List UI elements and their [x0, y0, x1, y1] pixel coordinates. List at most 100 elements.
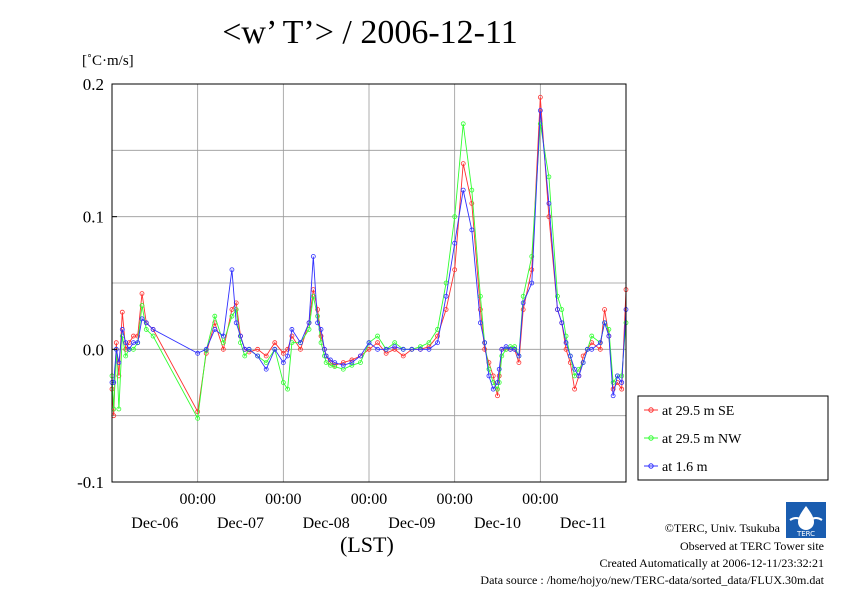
data-point [383, 346, 389, 352]
data-point [310, 293, 316, 299]
y-tick-label: 0.1 [83, 208, 104, 227]
data-point [139, 291, 145, 297]
data-point [555, 293, 560, 299]
date-label: Dec-09 [388, 515, 435, 532]
data-point [340, 362, 346, 368]
data-point [426, 346, 432, 352]
chart-title: <w’ T’> / 2006-12-11 [222, 14, 518, 51]
date-label: Dec-11 [560, 515, 607, 532]
data-point [546, 214, 552, 220]
data-point [486, 366, 492, 372]
legend-label: at 29.5 m SE [662, 404, 734, 419]
data-point [529, 254, 535, 259]
data-point [576, 373, 582, 379]
axis-labels: -0.10.00.10.200:00 00:00 00:00 00:00 00:00De… [77, 75, 606, 532]
data-point [263, 366, 269, 372]
data-point [520, 300, 526, 306]
data-point [349, 357, 355, 363]
plot-frame [111, 83, 627, 483]
data-point [220, 340, 226, 346]
data-point [298, 346, 303, 352]
series-line [112, 110, 627, 396]
legend-box [637, 395, 829, 481]
data-point [477, 307, 483, 312]
data-point [392, 344, 398, 350]
data-point [602, 320, 607, 326]
data-point [113, 340, 119, 346]
data-point [358, 353, 363, 359]
x-axis-label: (LST) [340, 532, 394, 557]
data-point [116, 360, 122, 366]
data-point [495, 380, 500, 385]
data-point [323, 353, 329, 359]
y-axis-unit-label: [˚C·m/s] [82, 53, 134, 69]
data-point [143, 320, 149, 326]
data-point [139, 303, 145, 308]
data-point [116, 406, 122, 412]
data-point [597, 346, 603, 352]
credit-observed: Observed at TERC Tower site [679, 539, 824, 553]
data-point [195, 415, 201, 421]
data-point [306, 320, 312, 326]
data-point [349, 360, 355, 366]
x-tick-label: 00:00 [522, 491, 558, 508]
data-point [496, 366, 502, 372]
data-point [495, 393, 500, 399]
data-point [460, 187, 466, 193]
credit-created: Created Automatically at 2006-12-11/23:3… [599, 556, 824, 570]
legend-swatch-marker [648, 463, 654, 469]
data-point [306, 327, 312, 332]
data-point [280, 380, 286, 385]
data-point [220, 333, 226, 339]
data-point [490, 386, 496, 392]
data-point [328, 357, 333, 363]
date-label: Dec-08 [303, 515, 350, 532]
legend-label: at 1.6 m [662, 460, 708, 475]
y-tick-label: 0.0 [83, 340, 104, 359]
date-label: Dec-06 [131, 515, 178, 532]
x-tick-label: 00:00 [436, 491, 472, 508]
data-point [246, 346, 252, 352]
data-point [255, 346, 261, 352]
data-point [375, 346, 380, 352]
data-point [289, 333, 295, 339]
data-point [529, 267, 535, 273]
data-point [123, 340, 129, 346]
data-point [285, 386, 291, 392]
data-point [349, 362, 355, 368]
credit-copyright: ©TERC, Univ. Tsukuba [664, 521, 780, 535]
data-point [358, 360, 363, 366]
data-point [255, 353, 261, 359]
data-point [375, 333, 380, 339]
data-point [375, 340, 380, 346]
legend-swatch-marker [648, 435, 654, 441]
credit-source: Data source : /home/hojyo/new/TERC-data/… [480, 573, 824, 587]
data-point [233, 320, 239, 326]
terc-logo-icon: TERC [786, 502, 826, 538]
data-point [203, 346, 209, 352]
data-point [409, 346, 415, 352]
data-point [597, 340, 603, 346]
data-point [280, 350, 286, 356]
data-point [143, 327, 149, 332]
data-point [285, 346, 291, 352]
data-point [606, 333, 612, 339]
data-point [572, 366, 577, 372]
data-point [516, 353, 522, 359]
data-point [139, 316, 145, 322]
data-point [589, 333, 595, 339]
data-point [238, 333, 243, 339]
series-2 [109, 108, 629, 399]
data-point [435, 340, 440, 346]
data-point [580, 360, 586, 366]
legend-swatch-marker [648, 407, 654, 413]
data-point [452, 267, 458, 273]
series-layer [109, 94, 629, 421]
data-point [119, 309, 125, 315]
data-point [318, 333, 324, 339]
data-point [328, 362, 333, 368]
data-point [503, 344, 509, 350]
data-point [289, 327, 295, 332]
data-point [229, 267, 235, 273]
